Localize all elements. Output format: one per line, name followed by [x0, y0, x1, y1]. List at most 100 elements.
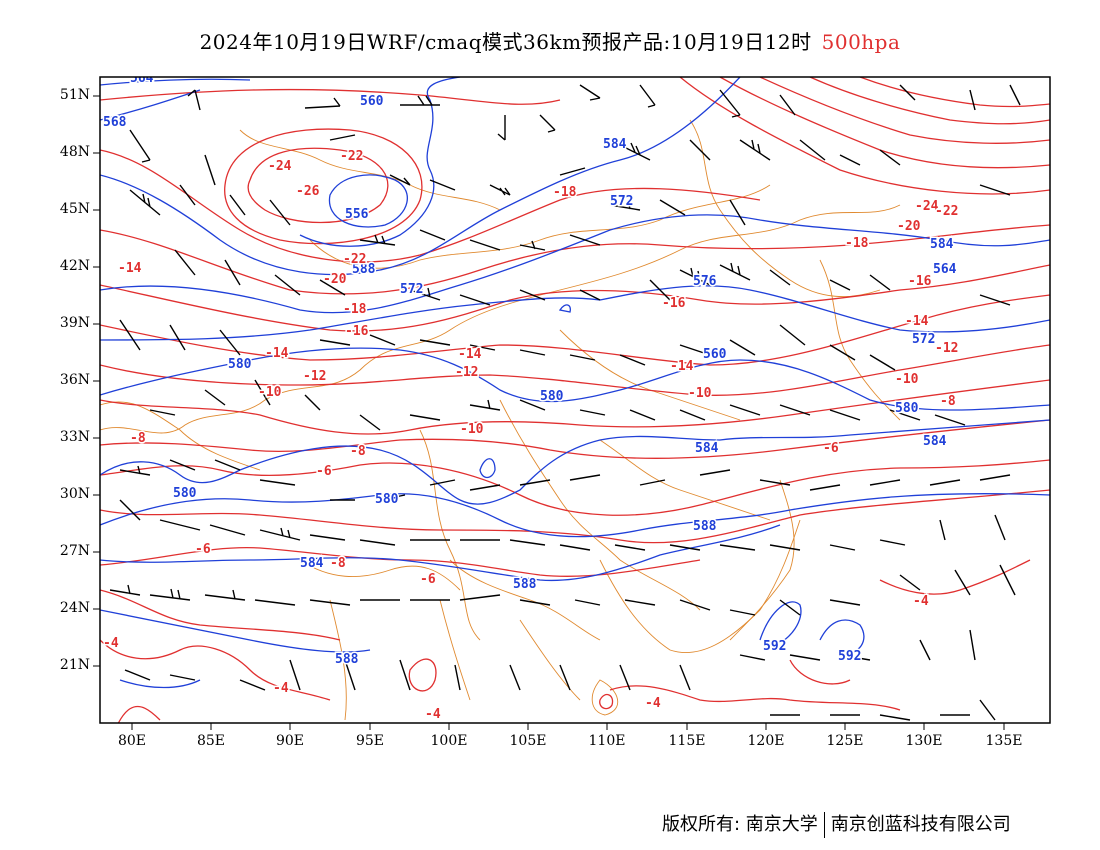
temp-label: -16 — [908, 274, 932, 289]
temp-label: -10 — [895, 372, 919, 387]
lat-label: 21N — [59, 657, 90, 673]
height-label: 584 — [695, 441, 719, 456]
lat-label: 42N — [59, 258, 90, 274]
lat-label: 51N — [59, 87, 90, 103]
footer-divider — [823, 812, 825, 838]
height-label: 584 — [300, 556, 324, 571]
height-label: 588 — [352, 262, 376, 277]
lon-label: 95E — [355, 733, 385, 749]
temp-label: -16 — [662, 296, 686, 311]
height-label: 560 — [703, 347, 727, 362]
lat-label: 30N — [59, 486, 90, 502]
wind-barbs — [109, 84, 1021, 721]
height-label: 568 — [103, 115, 127, 130]
height-label: 592 — [838, 649, 861, 664]
temp-label: -6 — [420, 572, 436, 587]
height-label: 584 — [930, 237, 954, 252]
temp-label: -22 — [935, 204, 958, 219]
temp-label: -6 — [195, 542, 211, 557]
height-label: 580 — [895, 401, 919, 416]
lon-label: 130E — [905, 733, 943, 749]
height-label: 576 — [693, 274, 717, 289]
temp-label: -12 — [455, 365, 478, 380]
height-label: 584 — [603, 137, 627, 152]
temp-label: -4 — [913, 594, 929, 609]
lon-label: 110E — [588, 733, 626, 749]
temp-label: -4 — [273, 681, 289, 696]
height-label: 588 — [693, 519, 717, 534]
temp-label: -20 — [897, 219, 921, 234]
height-label: 572 — [912, 332, 935, 347]
temp-label: -4 — [645, 696, 661, 711]
temp-label: -12 — [935, 341, 958, 356]
lat-label: 39N — [59, 315, 90, 331]
lat-label: 48N — [59, 144, 90, 160]
temp-label: -14 — [670, 359, 694, 374]
temp-label: -6 — [316, 464, 332, 479]
lon-label: 120E — [747, 733, 785, 749]
lon-label: 105E — [509, 733, 547, 749]
temp-label: -8 — [940, 394, 956, 409]
temperature-labels: -24 -22 -26 -18 -22 -20 -18 -16 -14 -12 … — [102, 148, 960, 724]
height-label: 580 — [540, 389, 564, 404]
height-label: 560 — [360, 94, 384, 109]
height-label: 580 — [375, 492, 399, 507]
temp-label: -18 — [845, 236, 869, 251]
company-name: 南京创蓝科技有限公司 — [830, 814, 1011, 835]
temp-label: -10 — [688, 386, 712, 401]
temp-label: -4 — [103, 636, 119, 651]
temp-label: -10 — [258, 385, 282, 400]
lon-label: 135E — [985, 733, 1023, 749]
height-labels: 564 560 568 584 556 572 588 576 580 584 … — [102, 71, 959, 669]
height-label: 592 — [763, 639, 786, 654]
height-label: 572 — [400, 282, 423, 297]
temp-label: -20 — [323, 272, 347, 287]
temp-label: -14 — [118, 261, 142, 276]
temp-label: -8 — [330, 556, 346, 571]
temp-label: -16 — [345, 324, 369, 339]
height-label: 588 — [335, 652, 359, 667]
copyright-text: 版权所有: 南京大学 — [662, 814, 818, 835]
height-label: 584 — [923, 434, 947, 449]
axis-ticks — [93, 95, 1005, 730]
lat-label: 27N — [59, 543, 90, 559]
height-label: 556 — [345, 207, 369, 222]
temp-label: -24 — [268, 159, 292, 174]
temp-label: -14 — [905, 314, 929, 329]
lon-label: 100E — [430, 733, 468, 749]
temp-label: -8 — [350, 444, 366, 459]
temp-label: -8 — [130, 431, 146, 446]
temp-label: -26 — [296, 184, 320, 199]
plot-frame — [99, 76, 1051, 724]
temp-label: -24 — [915, 199, 939, 214]
lon-label: 115E — [668, 733, 706, 749]
lon-label: 85E — [196, 733, 226, 749]
temp-label: -18 — [553, 185, 577, 200]
lat-label: 24N — [59, 600, 90, 616]
temp-label: -10 — [460, 422, 484, 437]
lon-label: 80E — [117, 733, 147, 749]
lon-label: 125E — [826, 733, 864, 749]
lat-label: 36N — [59, 372, 90, 388]
temp-label: -12 — [303, 369, 326, 384]
temp-label: -22 — [340, 149, 363, 164]
temp-label: -6 — [823, 441, 839, 456]
lat-label: 33N — [59, 429, 90, 445]
chart-title: 2024年10月19日WRF/cmaq模式36km预报产品:10月19日12时 5… — [0, 26, 1100, 55]
height-label: 580 — [228, 357, 252, 372]
temp-label: -14 — [265, 346, 289, 361]
title-text: 2024年10月19日WRF/cmaq模式36km预报产品:10月19日12时 — [199, 30, 812, 54]
pressure-level: 500hpa — [821, 30, 901, 54]
temp-label: -14 — [458, 347, 482, 362]
height-label: 588 — [513, 577, 537, 592]
height-label: 564 — [933, 262, 957, 277]
temp-label: -4 — [425, 707, 441, 722]
lat-label: 45N — [59, 201, 90, 217]
lon-label: 90E — [275, 733, 305, 749]
height-label: 564 — [130, 71, 154, 86]
temperature-contours — [100, 77, 1050, 723]
temp-label: -22 — [343, 252, 366, 267]
height-label: 572 — [610, 194, 633, 209]
footer-credits: 版权所有: 南京大学 南京创蓝科技有限公司 — [662, 810, 1011, 838]
